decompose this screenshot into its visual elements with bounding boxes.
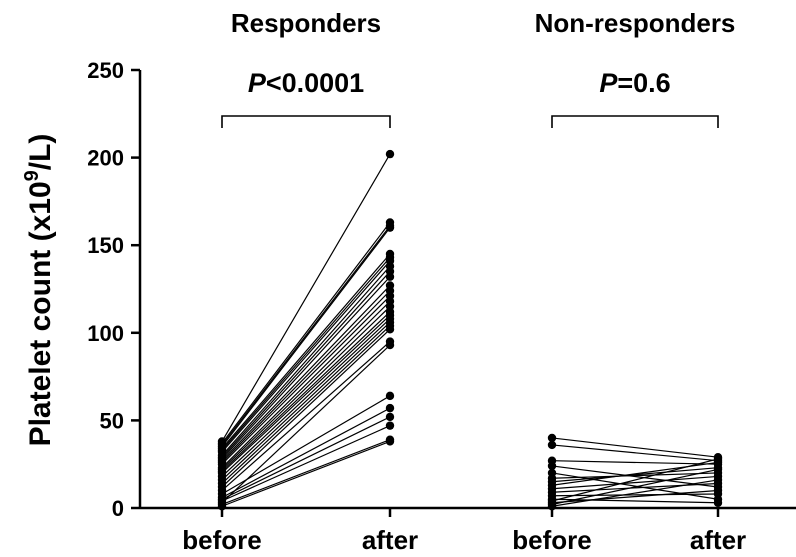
after-point: [713, 454, 723, 464]
subject-line: [551, 498, 719, 504]
subject-line: [221, 344, 391, 504]
subject-line: [221, 425, 391, 502]
y-tick-label: 50: [100, 408, 124, 433]
after-point: [385, 412, 395, 422]
subject-line: [551, 468, 719, 506]
subject-line: [221, 311, 391, 472]
subject-line: [551, 467, 719, 483]
subject-line: [551, 444, 719, 462]
subject-line: [551, 437, 719, 458]
subject-line: [551, 475, 719, 490]
subject-line: [221, 225, 391, 446]
subject-line: [221, 325, 391, 484]
subject-line: [221, 321, 391, 481]
subject-line: [221, 290, 391, 463]
before-point: [547, 461, 557, 471]
p-value-label: P<0.0001: [248, 68, 364, 98]
group-title: Non-responders: [535, 8, 736, 38]
significance-bracket: [221, 115, 391, 128]
subject-line: [221, 395, 391, 495]
after-point: [385, 391, 395, 401]
axes: [138, 70, 796, 510]
y-tick-label: 0: [112, 496, 124, 521]
p-value-number: =0.6: [617, 68, 670, 98]
subject-line: [221, 153, 391, 442]
subject-line: [221, 276, 391, 460]
after-point: [385, 223, 395, 232]
before-point: [547, 440, 557, 450]
before-point: [217, 498, 227, 507]
x-tick-label-after: after: [690, 525, 746, 555]
subject-line: [551, 472, 719, 479]
x-tick-label-before: before: [182, 525, 261, 555]
subject-line: [221, 328, 391, 488]
y-tick-label: 200: [87, 146, 124, 171]
subject-line: [221, 440, 391, 507]
after-point: [385, 403, 395, 413]
after-point: [713, 475, 723, 485]
significance-bracket: [551, 115, 719, 128]
subject-line: [221, 285, 391, 462]
x-ticks: before after before after: [182, 508, 746, 555]
y-axis-label-text: Platelet count (x10: [24, 181, 57, 446]
significance-brackets: [221, 115, 719, 128]
after-point: [385, 340, 395, 350]
subject-line: [551, 458, 719, 502]
subject-line: [221, 416, 391, 500]
after-point: [713, 486, 723, 495]
subject-line: [221, 227, 391, 448]
after-point: [385, 421, 395, 430]
y-tick-label: 150: [87, 233, 124, 258]
subject-line: [221, 271, 391, 458]
subject-line: [221, 300, 391, 469]
x-tick-label-after: after: [362, 525, 418, 555]
after-point: [385, 437, 395, 446]
subject-line: [551, 465, 719, 488]
series: [217, 149, 723, 511]
after-point: [385, 325, 395, 334]
y-tick-label: 250: [87, 58, 124, 83]
subject-line: [221, 439, 391, 506]
y-axis-label-tail: /L): [24, 134, 57, 171]
subject-line: [551, 482, 719, 493]
p-value-symbol: P: [248, 68, 267, 98]
subject-line: [221, 318, 391, 477]
y-axis-label-superscript: 9: [21, 170, 43, 181]
subject-line: [221, 253, 391, 449]
subject-line: [551, 489, 719, 504]
subject-line: [221, 306, 391, 470]
after-point: [385, 272, 395, 281]
subject-line: [221, 257, 391, 451]
before-point: [547, 502, 557, 511]
subject-line: [221, 260, 391, 453]
group-title: Responders: [231, 8, 381, 38]
p-value-number: <0.0001: [266, 68, 364, 98]
after-point: [385, 149, 395, 159]
subject-line: [221, 295, 391, 465]
after-point: [713, 465, 723, 474]
x-tick-label-before: before: [512, 525, 591, 555]
subject-line: [551, 493, 719, 497]
subject-line: [221, 314, 391, 474]
after-point: [713, 498, 723, 507]
subject-line: [221, 341, 391, 491]
before-point: [547, 433, 557, 443]
y-tick-label: 100: [87, 321, 124, 346]
subject-line: [221, 407, 391, 499]
y-axis-label: Platelet count (x109/L): [21, 134, 57, 447]
p-value-label: P=0.6: [599, 68, 670, 98]
p-value-symbol: P: [599, 68, 618, 98]
subject-line: [551, 460, 719, 465]
y-ticks: 0 50 100 150 200 250: [87, 58, 140, 521]
subject-line: [551, 479, 719, 507]
subject-line: [221, 222, 391, 444]
subject-line: [221, 265, 391, 456]
